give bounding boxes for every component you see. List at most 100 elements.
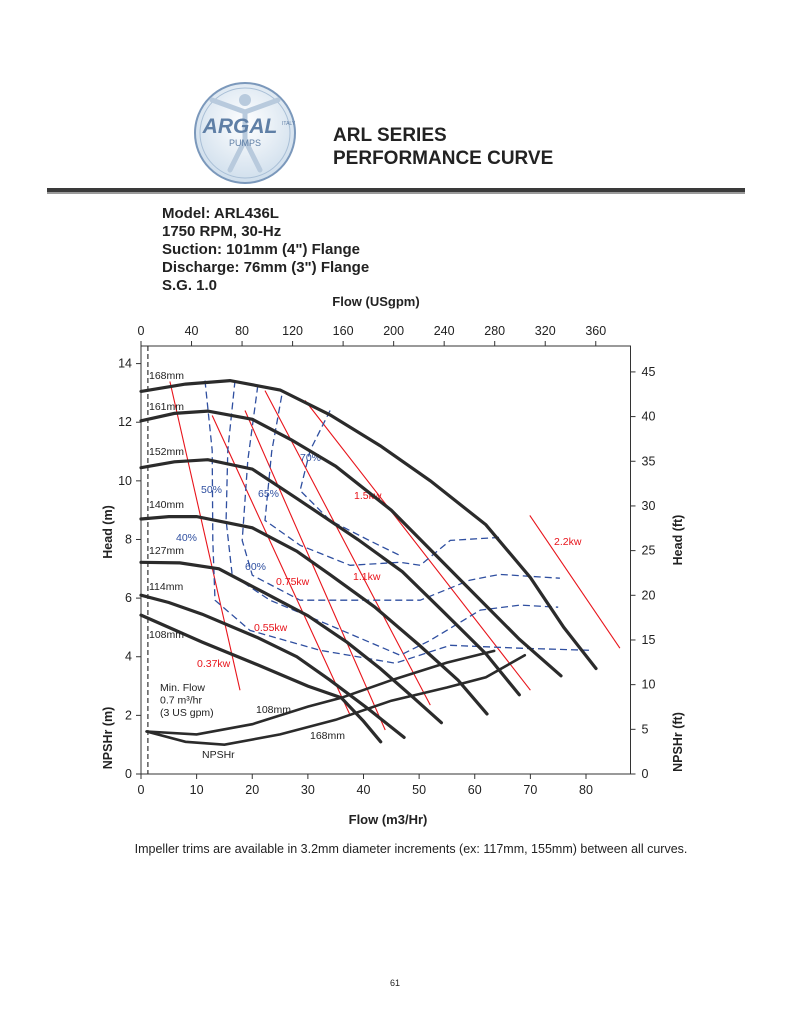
y2-tick-label: 5 xyxy=(642,722,649,736)
y2-axis-title-lower: NPSHr (ft) xyxy=(671,712,685,772)
x-tick-label: 10 xyxy=(190,783,204,797)
efficiency-curve-label: 60% xyxy=(245,561,266,573)
logo-sub: PUMPS xyxy=(229,138,261,148)
efficiency-curve xyxy=(204,380,590,664)
npshr-curve xyxy=(145,654,527,747)
head-curve-label: 152mm xyxy=(149,446,184,458)
spec-line: Suction: 101mm (4") Flange xyxy=(162,241,360,258)
power-line xyxy=(169,381,241,691)
y2-tick-label: 35 xyxy=(642,454,656,468)
efficiency-curve xyxy=(299,410,401,557)
x-tick-label: 30 xyxy=(301,783,315,797)
x2-axis-title: Flow (USgpm) xyxy=(332,294,419,309)
head-curve xyxy=(139,409,563,678)
y-tick-label: 4 xyxy=(125,650,132,664)
x2-tick-label: 160 xyxy=(333,324,354,338)
y2-tick-label: 15 xyxy=(642,633,656,647)
x2-tick-label: 40 xyxy=(185,324,199,338)
y-tick-label: 0 xyxy=(125,767,132,781)
y-axis-title: Head (m) xyxy=(101,505,115,558)
logo-country: ITALY xyxy=(282,121,296,127)
power-line xyxy=(244,410,386,731)
y2-tick-label: 30 xyxy=(642,499,656,513)
y-axis-title-lower: NPSHr (m) xyxy=(101,707,115,770)
y-tick-label: 12 xyxy=(118,415,132,429)
y-tick-label: 14 xyxy=(118,357,132,371)
logo-brand: ARGAL xyxy=(202,115,278,138)
head-curve-label: 161mm xyxy=(149,401,184,413)
head-curve-label: 140mm xyxy=(149,499,184,511)
power-line xyxy=(264,390,431,706)
y-tick-label: 10 xyxy=(118,474,132,488)
power-line-label: 0.55kw xyxy=(254,622,288,634)
head-curve-label: 168mm xyxy=(149,370,184,382)
x-tick-label: 0 xyxy=(138,783,145,797)
chart: 0 10 20 30 40 50 60 70 800 40 80 120 160 200 240 280 320… xyxy=(101,294,685,827)
spec-line: Discharge: 76mm (3") Flange xyxy=(162,259,369,276)
x2-tick-label: 320 xyxy=(535,324,556,338)
min-flow-label: (3 US gpm) xyxy=(160,707,214,719)
plot-frame xyxy=(140,345,631,775)
head-curve-label: 127mm xyxy=(149,545,184,557)
spec-line: 1750 RPM, 30-Hz xyxy=(162,223,281,240)
power-line xyxy=(304,400,531,691)
x2-tick-label: 80 xyxy=(235,324,249,338)
x2-tick-label: 280 xyxy=(484,324,505,338)
x2-tick-label: 200 xyxy=(383,324,404,338)
logo: ARGAL ITALY PUMPS xyxy=(194,82,296,184)
x-tick-label: 80 xyxy=(579,783,593,797)
y2-tick-label: 10 xyxy=(642,678,656,692)
npshr-label: NPSHr xyxy=(202,749,235,761)
x2-tick-label: 360 xyxy=(585,324,606,338)
head-curve xyxy=(139,378,598,671)
x-tick-label: 20 xyxy=(245,783,259,797)
x-axis-title: Flow (m3/Hr) xyxy=(349,812,428,827)
spec-line: Model: ARL436L xyxy=(162,205,279,222)
logo-figure xyxy=(209,94,281,173)
efficiency-curve xyxy=(241,385,560,601)
npshr-curve-label: 168mm xyxy=(310,730,345,742)
power-line xyxy=(529,515,621,649)
power-line-label: 1.1kw xyxy=(353,571,381,583)
page-number: 61 xyxy=(390,978,400,988)
y2-tick-label: 25 xyxy=(642,544,656,558)
efficiency-curve-label: 50% xyxy=(201,484,222,496)
power-line-label: 2.2kw xyxy=(554,536,582,548)
y-tick-label: 8 xyxy=(125,532,132,546)
head-curve xyxy=(139,613,383,744)
y2-tick-label: 45 xyxy=(642,365,656,379)
min-flow-label: Min. Flow xyxy=(160,682,205,694)
y2-tick-label: 20 xyxy=(642,588,656,602)
x-tick-label: 50 xyxy=(412,783,426,797)
power-line-label: 0.75kw xyxy=(276,576,310,588)
efficiency-curve xyxy=(264,395,500,566)
efficiency-curve-label: 40% xyxy=(176,532,197,544)
head-curve xyxy=(139,458,521,697)
title-line: ARL SERIES xyxy=(333,125,447,146)
title-line: PERFORMANCE CURVE xyxy=(333,148,553,169)
head-curve xyxy=(139,560,443,725)
x-tick-label: 60 xyxy=(468,783,482,797)
logo-ring xyxy=(199,87,291,179)
efficiency-curve xyxy=(225,380,559,657)
y2-axis-title: Head (ft) xyxy=(671,515,685,566)
head-curve-label: 108mm xyxy=(149,629,184,641)
y-tick-label: 2 xyxy=(125,708,132,722)
head-curve xyxy=(139,515,489,716)
x2-tick-label: 120 xyxy=(282,324,303,338)
x-tick-label: 70 xyxy=(523,783,537,797)
x2-tick-label: 0 xyxy=(138,324,145,338)
footnote: Impeller trims are available in 3.2mm di… xyxy=(135,842,688,856)
x2-tick-label: 240 xyxy=(434,324,455,338)
y2-tick-label: 40 xyxy=(642,410,656,424)
power-line-label: 0.37kw xyxy=(197,658,231,670)
spec-line: S.G. 1.0 xyxy=(162,277,217,294)
head-curve-label: 114mm xyxy=(149,581,183,593)
min-flow-label: 0.7 m³/hr xyxy=(160,695,203,707)
npshr-curve xyxy=(145,649,496,736)
header-rule xyxy=(47,188,745,192)
efficiency-curve-label: 65% xyxy=(258,488,279,500)
